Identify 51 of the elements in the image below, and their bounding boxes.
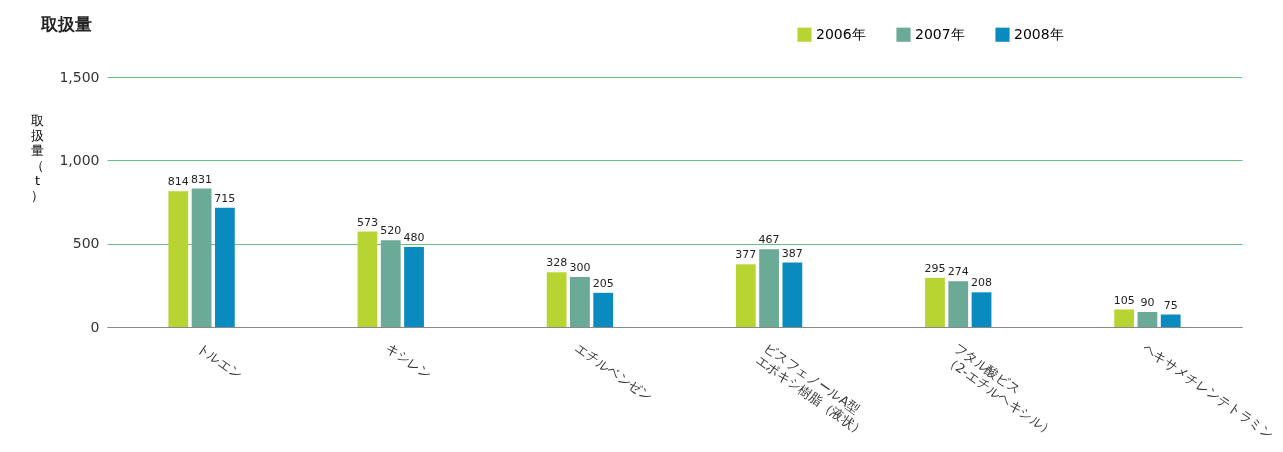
data-label: 480 [403,231,425,244]
chart-title: 取扱量 [39,14,92,34]
bar [735,264,756,327]
y-tick-label: 500 [72,235,100,252]
bar [925,277,945,327]
data-label: 467 [758,233,780,247]
bar [971,292,992,327]
bar [782,262,803,327]
data-label: 90 [1140,296,1155,309]
data-label: 573 [356,215,378,229]
x-tick-label: ビスフェノールA型 エポキシ樹脂（液状） [753,339,869,439]
y-axis-title: 取扱量（t） [31,112,44,203]
bar [759,249,779,327]
bar [404,247,424,327]
x-tick-label: フタル酸ビス （2-エチルヘキシル） [942,339,1058,439]
data-label: 75 [1163,298,1178,312]
data-label: 377 [735,248,757,262]
x-tick-label: ヘキサメチレンテトラミン [1139,339,1277,442]
data-label: 387 [781,246,803,260]
legend-label: 2006年 [816,25,866,42]
x-tick-label: エチルベンゼン [572,339,656,405]
data-label: 831 [191,172,213,186]
data-label: 328 [546,256,568,270]
bar [214,207,235,327]
bar [948,281,969,327]
data-label: 300 [569,261,591,274]
legend-label: 2007年 [915,25,965,42]
data-label: 105 [1113,293,1135,307]
bar [1160,314,1181,327]
y-tick-label: 1,500 [59,68,100,85]
data-label: 295 [924,261,946,275]
x-tick-label: トルエン [194,339,246,382]
data-label: 520 [380,224,402,238]
y-tick-label: 0 [90,318,100,335]
bar [593,292,614,327]
bar [1114,309,1135,327]
data-label: 715 [214,191,236,205]
bar [357,231,378,327]
legend-label: 2008年 [1014,25,1064,42]
data-label: 205 [592,276,614,290]
bar [570,277,590,327]
data-label: 274 [947,265,969,279]
data-label: 208 [971,276,993,290]
x-tick-label: キシレン [383,339,435,382]
bar [168,191,189,327]
bar [1137,312,1158,327]
y-tick-label: 1,000 [59,151,100,168]
bar [380,240,401,327]
bar [191,188,212,327]
data-label: 814 [167,175,189,189]
bar [546,272,567,327]
